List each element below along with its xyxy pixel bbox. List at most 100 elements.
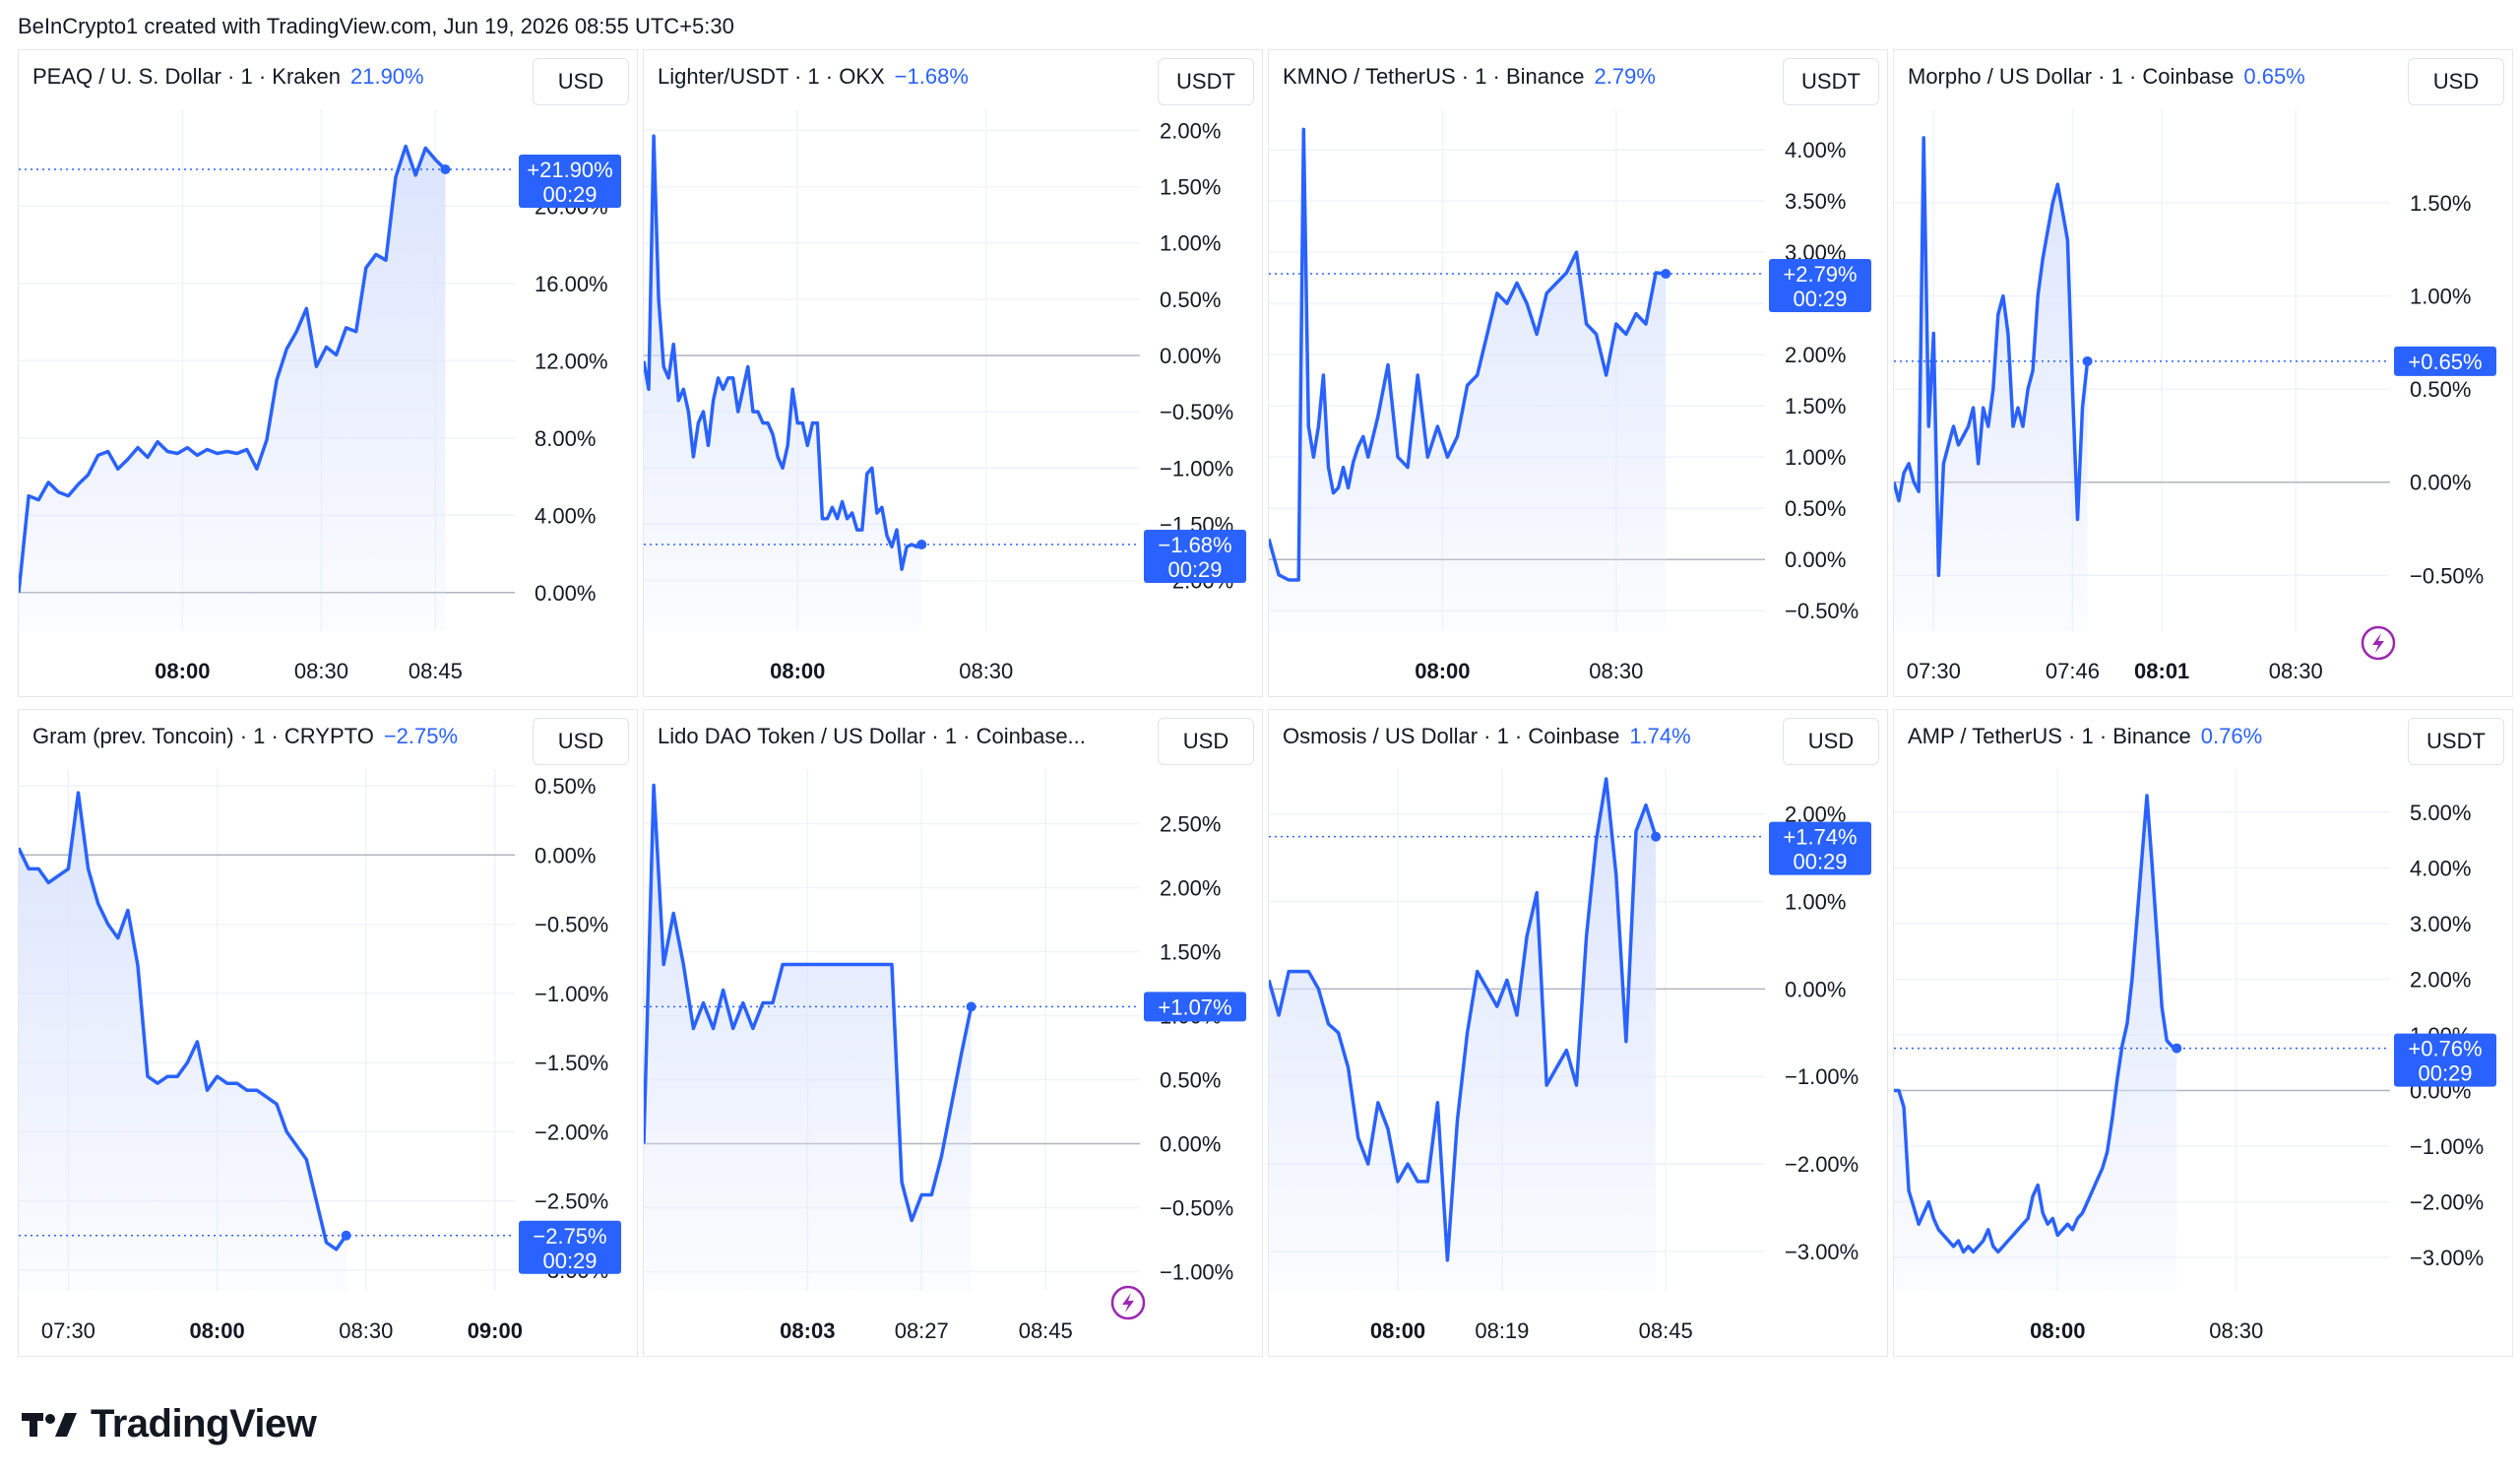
y-tick-label: 0.00% (535, 843, 596, 867)
chart-svg: −0.50% 0.00% 0.50% 1.00% 1.50% 07:30 07:46 08:0… (1894, 109, 2496, 683)
tradingview-logo[interactable]: TradingView (22, 1402, 317, 1446)
y-tick-label: 4.00% (1785, 138, 1846, 162)
currency-selector[interactable]: USD (533, 718, 629, 765)
y-tick-label: 2.00% (1160, 876, 1221, 901)
y-tick-label: 2.00% (1160, 118, 1221, 143)
last-price-dot (1661, 269, 1671, 280)
chart-svg: −3.00%−2.00%−1.00%0.00%1.00%2.00%08:00 08… (1269, 769, 1871, 1343)
symbol-title: PEAQ / U. S. Dollar · 1 · Kraken (32, 64, 341, 89)
last-price-dot (341, 1230, 351, 1241)
y-tick-label: 0.50% (2410, 377, 2471, 402)
price-badge-value: −1.68% (1158, 533, 1231, 557)
currency-selector[interactable]: USD (2408, 58, 2504, 105)
y-tick-label: −0.50% (1160, 1196, 1233, 1221)
price-badge (1769, 821, 1871, 875)
y-tick-label: 0.00% (1785, 547, 1846, 572)
y-tick-label: 1.00% (1160, 231, 1221, 256)
chart-title: Osmosis / US Dollar · 1 · Coinbase 1.74% (1283, 724, 1691, 749)
symbol-title: Morpho / US Dollar · 1 · Coinbase (1908, 64, 2235, 89)
price-badge-countdown: 00:29 (1793, 287, 1847, 311)
symbol-title: Osmosis / US Dollar · 1 · Coinbase (1283, 724, 1620, 748)
series-line (644, 783, 974, 1223)
x-tick-label: 08:30 (959, 659, 1013, 683)
y-tick-label: 12.00% (535, 349, 608, 373)
y-tick-label: −2.00% (535, 1120, 608, 1144)
x-tick-label: 08:45 (1019, 1318, 1073, 1343)
y-tick-label: 1.00% (1785, 889, 1846, 914)
x-tick-label: 08:30 (2269, 659, 2323, 683)
chart-panel[interactable]: Gram (prev. Toncoin) · 1 · CRYPTO −2.75% U… (18, 709, 638, 1357)
x-tick-label: 08:45 (1639, 1318, 1693, 1343)
price-badge-countdown: 00:29 (1167, 557, 1222, 582)
y-tick-label: 5.00% (2410, 801, 2471, 825)
chart-panel[interactable]: KMNO / TetherUS · 1 · Binance 2.79% USDT −0… (1268, 49, 1888, 697)
series-area (644, 136, 922, 631)
chart-title: AMP / TetherUS · 1 · Binance 0.76% (1908, 724, 2262, 749)
y-tick-label: 3.50% (1785, 189, 1846, 214)
price-badge-countdown: 00:29 (542, 182, 597, 207)
tradingview-logo-icon (22, 1412, 77, 1437)
series-line (19, 144, 447, 593)
price-badge (1144, 992, 1246, 1022)
price-badge-value: +0.76% (2408, 1037, 2482, 1061)
y-tick-label: −1.00% (1160, 456, 1233, 481)
currency-selector[interactable]: USD (1783, 718, 1879, 765)
y-tick-label: 0.50% (1160, 1068, 1221, 1093)
x-tick-label: 08:00 (1415, 659, 1470, 683)
x-tick-label: 09:00 (468, 1318, 523, 1343)
y-tick-label: 1.50% (1160, 940, 1221, 965)
price-badge-value: +1.07% (1158, 995, 1231, 1019)
chart-panel[interactable]: Morpho / US Dollar · 1 · Coinbase 0.65% US… (1893, 49, 2513, 697)
symbol-title: Lighter/USDT · 1 · OKX (658, 64, 885, 89)
x-tick-label: 08:00 (770, 659, 825, 683)
chart-panel[interactable]: AMP / TetherUS · 1 · Binance 0.76% USDT −3.… (1893, 709, 2513, 1357)
price-badge (1144, 530, 1246, 583)
y-tick-label: 1.50% (1160, 175, 1221, 200)
price-badge-value: −2.75% (533, 1224, 606, 1249)
series-line (1894, 794, 2178, 1254)
symbol-title: Lido DAO Token / US Dollar · 1 · Coinbas… (658, 724, 1086, 748)
currency-selector[interactable]: USDT (1783, 58, 1879, 105)
lightning-icon[interactable] (1110, 1285, 1146, 1320)
x-tick-label: 08:30 (294, 659, 348, 683)
chart-title: Morpho / US Dollar · 1 · Coinbase 0.65% (1908, 64, 2305, 90)
y-tick-label: 0.00% (1160, 1132, 1221, 1157)
x-tick-label: 08:45 (409, 659, 463, 683)
y-tick-label: 0.50% (535, 774, 596, 799)
last-price-dot (916, 540, 927, 549)
chart-panel[interactable]: PEAQ / U. S. Dollar · 1 · Kraken 21.90% US… (18, 49, 638, 697)
price-badge-countdown: 00:29 (1793, 850, 1847, 874)
symbol-title: AMP / TetherUS · 1 · Binance (1908, 724, 2191, 748)
y-tick-label: −2.50% (535, 1189, 608, 1214)
currency-selector[interactable]: USDT (1158, 58, 1254, 105)
y-tick-label: 0.00% (1160, 344, 1221, 368)
chart-panel[interactable]: Lido DAO Token / US Dollar · 1 · Coinbas… (643, 709, 1263, 1357)
price-badge-value: +0.65% (2408, 350, 2482, 374)
series-area (1269, 129, 1667, 631)
x-tick-label: 07:30 (41, 1318, 95, 1343)
y-tick-label: −3.00% (1785, 1240, 1858, 1264)
y-tick-label: 8.00% (535, 426, 596, 451)
x-tick-label: 08:00 (2030, 1318, 2085, 1343)
currency-selector[interactable]: USD (1158, 718, 1254, 765)
chart-title: PEAQ / U. S. Dollar · 1 · Kraken 21.90% (32, 64, 424, 90)
y-tick-label: −1.00% (1160, 1260, 1233, 1285)
currency-selector[interactable]: USDT (2408, 718, 2504, 765)
series-line (644, 134, 922, 571)
chart-panel[interactable]: Osmosis / US Dollar · 1 · Coinbase 1.74% U… (1268, 709, 1888, 1357)
y-tick-label: −0.50% (2410, 563, 2484, 588)
y-tick-label: −1.50% (535, 1051, 608, 1075)
y-tick-label: −2.00% (2410, 1190, 2484, 1215)
y-tick-label: 2.00% (1785, 343, 1846, 367)
chart-panel[interactable]: Lighter/USDT · 1 · OKX−1.68%USDT−2.00%−1… (643, 49, 1263, 697)
series-line (1894, 136, 2090, 578)
currency-selector[interactable]: USD (533, 58, 629, 105)
y-tick-label: 16.00% (535, 272, 608, 296)
lightning-icon[interactable] (2361, 625, 2396, 661)
price-badge (2394, 1033, 2496, 1087)
y-tick-label: 4.00% (2410, 856, 2471, 880)
chart-grid: PEAQ / U. S. Dollar · 1 · Kraken 21.90% US… (18, 49, 2513, 1369)
y-tick-label: −1.00% (1785, 1064, 1858, 1089)
chart-title: KMNO / TetherUS · 1 · Binance 2.79% (1283, 64, 1656, 90)
chart-svg: −1.00%−0.50%0.00%0.50%1.00%1.50%2.00%2.5… (644, 769, 1246, 1343)
